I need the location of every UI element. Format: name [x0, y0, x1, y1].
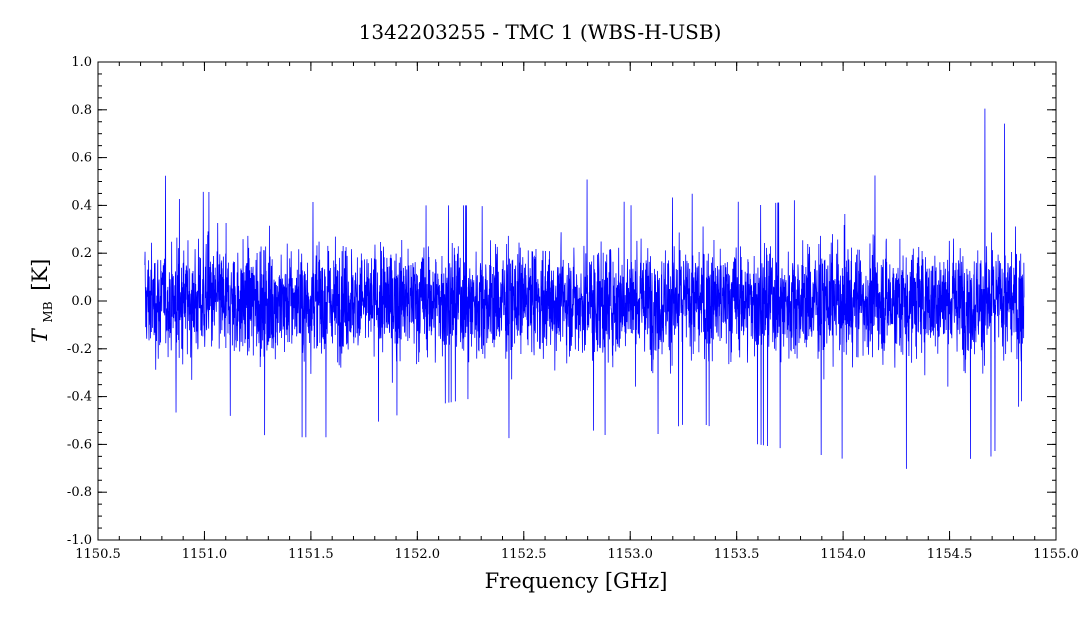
y-tick-label: 0.8 — [71, 103, 92, 118]
x-tick-label: 1152.0 — [395, 547, 441, 562]
spectrum-series — [144, 108, 1025, 469]
y-tick-label: 0.4 — [71, 198, 92, 213]
y-tick-label: -1.0 — [67, 533, 92, 548]
y-tick-label: 1.0 — [71, 55, 92, 70]
x-tick-label: 1155.0 — [1033, 547, 1079, 562]
x-tick-label: 1152.5 — [501, 547, 547, 562]
chart-title: 1342203255 - TMC 1 (WBS-H-USB) — [359, 20, 722, 44]
x-tick-label: 1153.0 — [607, 547, 653, 562]
y-axis-label: T MB [K] — [28, 259, 57, 344]
x-tick-label: 1150.5 — [75, 547, 121, 562]
y-tick-label: 0.2 — [71, 246, 92, 261]
y-tick-labels: 1.0 0.8 0.6 0.4 0.2 0.0 -0.2 -0.4 -0.6 -0.8 -1.0 — [67, 55, 92, 548]
y-tick-label: 0.6 — [71, 151, 92, 166]
x-tick-label: 1154.5 — [927, 547, 973, 562]
y-tick-label: -0.6 — [67, 437, 92, 452]
x-axis-label: Frequency [GHz] — [485, 569, 668, 593]
y-axis-symbol: T — [28, 327, 52, 343]
x-tick-label: 1151.0 — [182, 547, 228, 562]
x-tick-labels: 1150.5 1151.0 1151.5 1152.0 1152.5 1153.0 1153… — [75, 547, 1079, 562]
y-axis-subscript: MB — [41, 301, 55, 322]
x-tick-label: 1153.5 — [714, 547, 760, 562]
y-tick-label: -0.2 — [67, 342, 92, 357]
y-axis-unit: [K] — [28, 259, 52, 291]
x-tick-label: 1154.0 — [820, 547, 866, 562]
axis-ticks — [97, 61, 1057, 541]
x-tick-label: 1151.5 — [288, 547, 334, 562]
y-tick-label: -0.4 — [67, 390, 92, 405]
y-tick-label: -0.8 — [67, 485, 92, 500]
spectrum-line — [144, 108, 1025, 469]
y-tick-label: 0.0 — [71, 294, 92, 309]
